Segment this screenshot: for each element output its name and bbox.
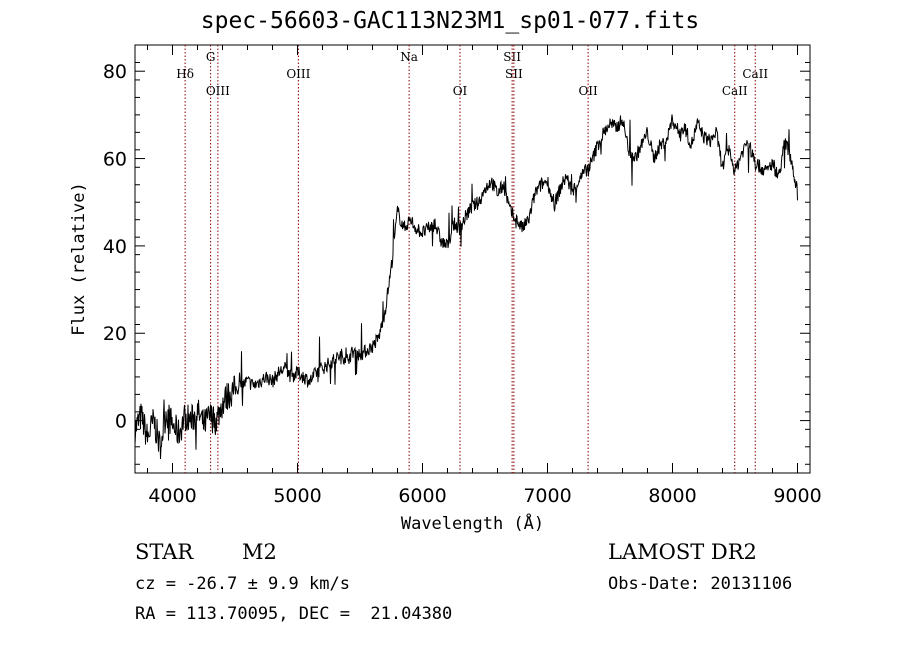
object-subclass: M2 (242, 540, 277, 564)
x-tick-label: 6000 (398, 485, 446, 507)
redshift-velocity: cz = -26.7 ± 9.9 km/s (135, 574, 350, 594)
x-tick-label: 5000 (273, 485, 321, 507)
chart-title: spec-56603-GAC113N23M1_sp01-077.fits (200, 8, 700, 34)
line-marker-label: Na (400, 50, 418, 64)
line-marker-label: CaII (722, 84, 748, 98)
spectrum-line (134, 114, 798, 460)
axis-ticks: 4000 5000 6000 7000 8000 9000 0 20 40 60 80 (103, 45, 822, 507)
line-marker-label: CaII (742, 67, 768, 81)
object-class: STAR (135, 540, 194, 564)
y-tick-label: 80 (103, 61, 127, 83)
line-marker-label: Hδ (176, 67, 194, 81)
observation-date: Obs-Date: 20131106 (608, 574, 793, 594)
y-tick-label: 0 (115, 411, 127, 433)
y-tick-label: 40 (103, 236, 127, 258)
line-marker-label: SII (503, 50, 521, 64)
x-axis-label: Wavelength (Å) (401, 512, 544, 534)
survey-name: LAMOST DR2 (608, 540, 757, 564)
plot-frame (134, 44, 811, 474)
x-tick-label: 9000 (773, 485, 821, 507)
line-marker-label: OI (453, 84, 468, 98)
emission-line-markers: Hδ G OIII OIII Na OI SII SII OII CaII CaII (176, 45, 768, 473)
x-tick-label: 4000 (148, 485, 196, 507)
x-tick-label: 8000 (648, 485, 696, 507)
y-tick-label: 60 (103, 149, 127, 171)
x-tick-label: 7000 (523, 485, 571, 507)
line-marker-label: OII (578, 84, 598, 98)
line-marker-label: OIII (206, 84, 230, 98)
sky-coordinates: RA = 113.70095, DEC = 21.04380 (135, 604, 453, 624)
line-marker-label: OIII (286, 67, 310, 81)
line-marker-label: G (206, 50, 216, 64)
line-marker-label: SII (505, 67, 523, 81)
y-axis-label: Flux (relative) (69, 182, 89, 336)
y-tick-label: 20 (103, 323, 127, 345)
